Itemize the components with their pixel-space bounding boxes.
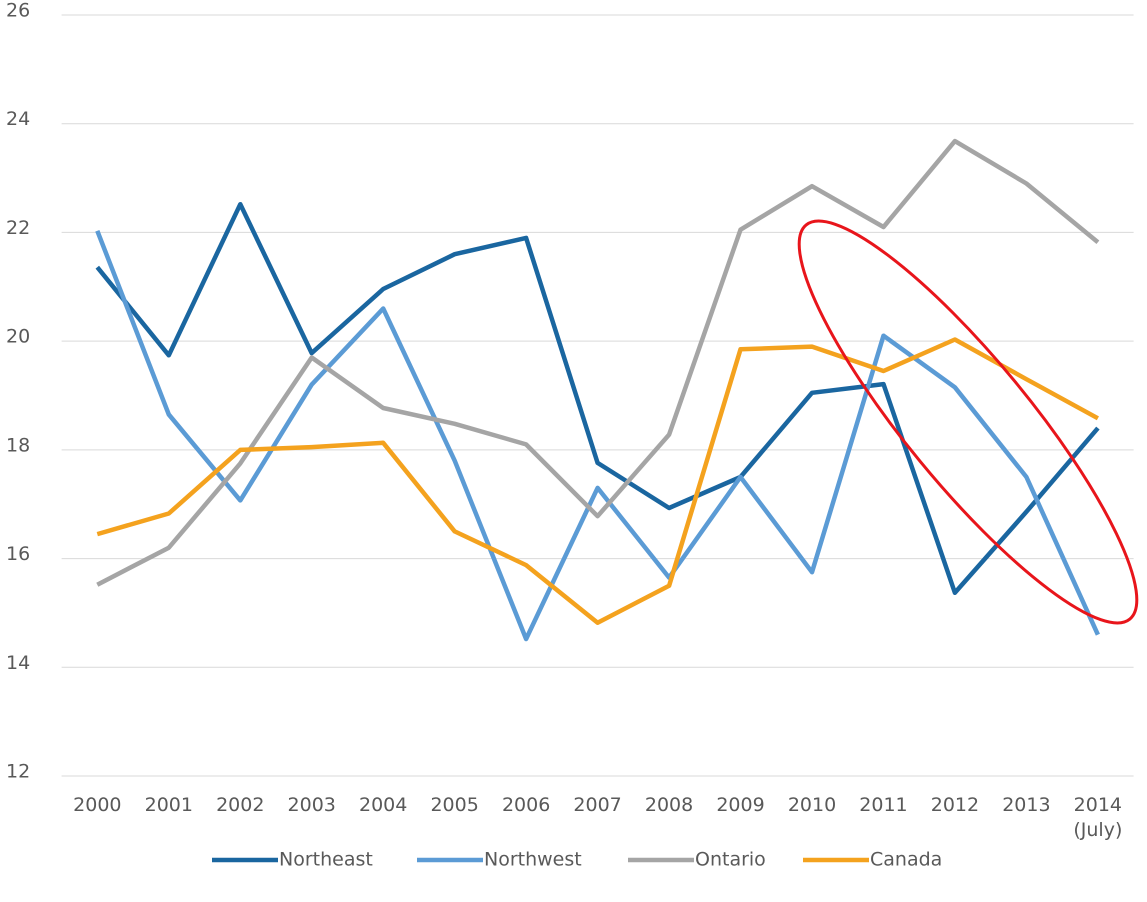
y-tick-label: 24 (6, 108, 30, 130)
x-tick-label: 2012 (930, 794, 980, 816)
y-tick-label: 12 (6, 761, 30, 783)
y-tick-label: 14 (6, 652, 30, 674)
legend-label: Northwest (484, 849, 582, 871)
series-line (95, 201, 1100, 596)
x-tick-label: 2014 (July) (1073, 794, 1123, 841)
legend-label: Canada (870, 849, 942, 871)
series-line (96, 138, 1100, 587)
legend-label: Northeast (279, 849, 373, 871)
series-line (96, 337, 1099, 625)
x-tick-label: 2003 (287, 794, 336, 816)
y-tick-label: 16 (6, 543, 30, 565)
x-tick-label: 2002 (216, 794, 265, 816)
x-tick-label: 2010 (787, 794, 837, 816)
x-tick-label: 2011 (859, 794, 908, 816)
y-tick-label: 26 (6, 0, 30, 22)
y-tick-label: 18 (6, 434, 30, 456)
legend-label: Ontario (695, 849, 766, 871)
y-tick-label: 20 (6, 326, 30, 348)
x-tick-label: 2004 (359, 794, 408, 816)
x-tick-label: 2009 (716, 794, 765, 816)
x-tick-label: 2000 (73, 794, 122, 816)
x-tick-label: 2013 (1002, 794, 1051, 816)
x-tick-label: 2008 (644, 794, 694, 816)
series-line (95, 229, 1100, 642)
x-tick-label: 2007 (573, 794, 622, 816)
x-tick-label: 2006 (501, 794, 551, 816)
x-tick-label: 2005 (430, 794, 479, 816)
highlight-ellipse (797, 219, 1139, 625)
x-tick-label: 2001 (144, 794, 193, 816)
y-tick-label: 22 (6, 217, 30, 239)
